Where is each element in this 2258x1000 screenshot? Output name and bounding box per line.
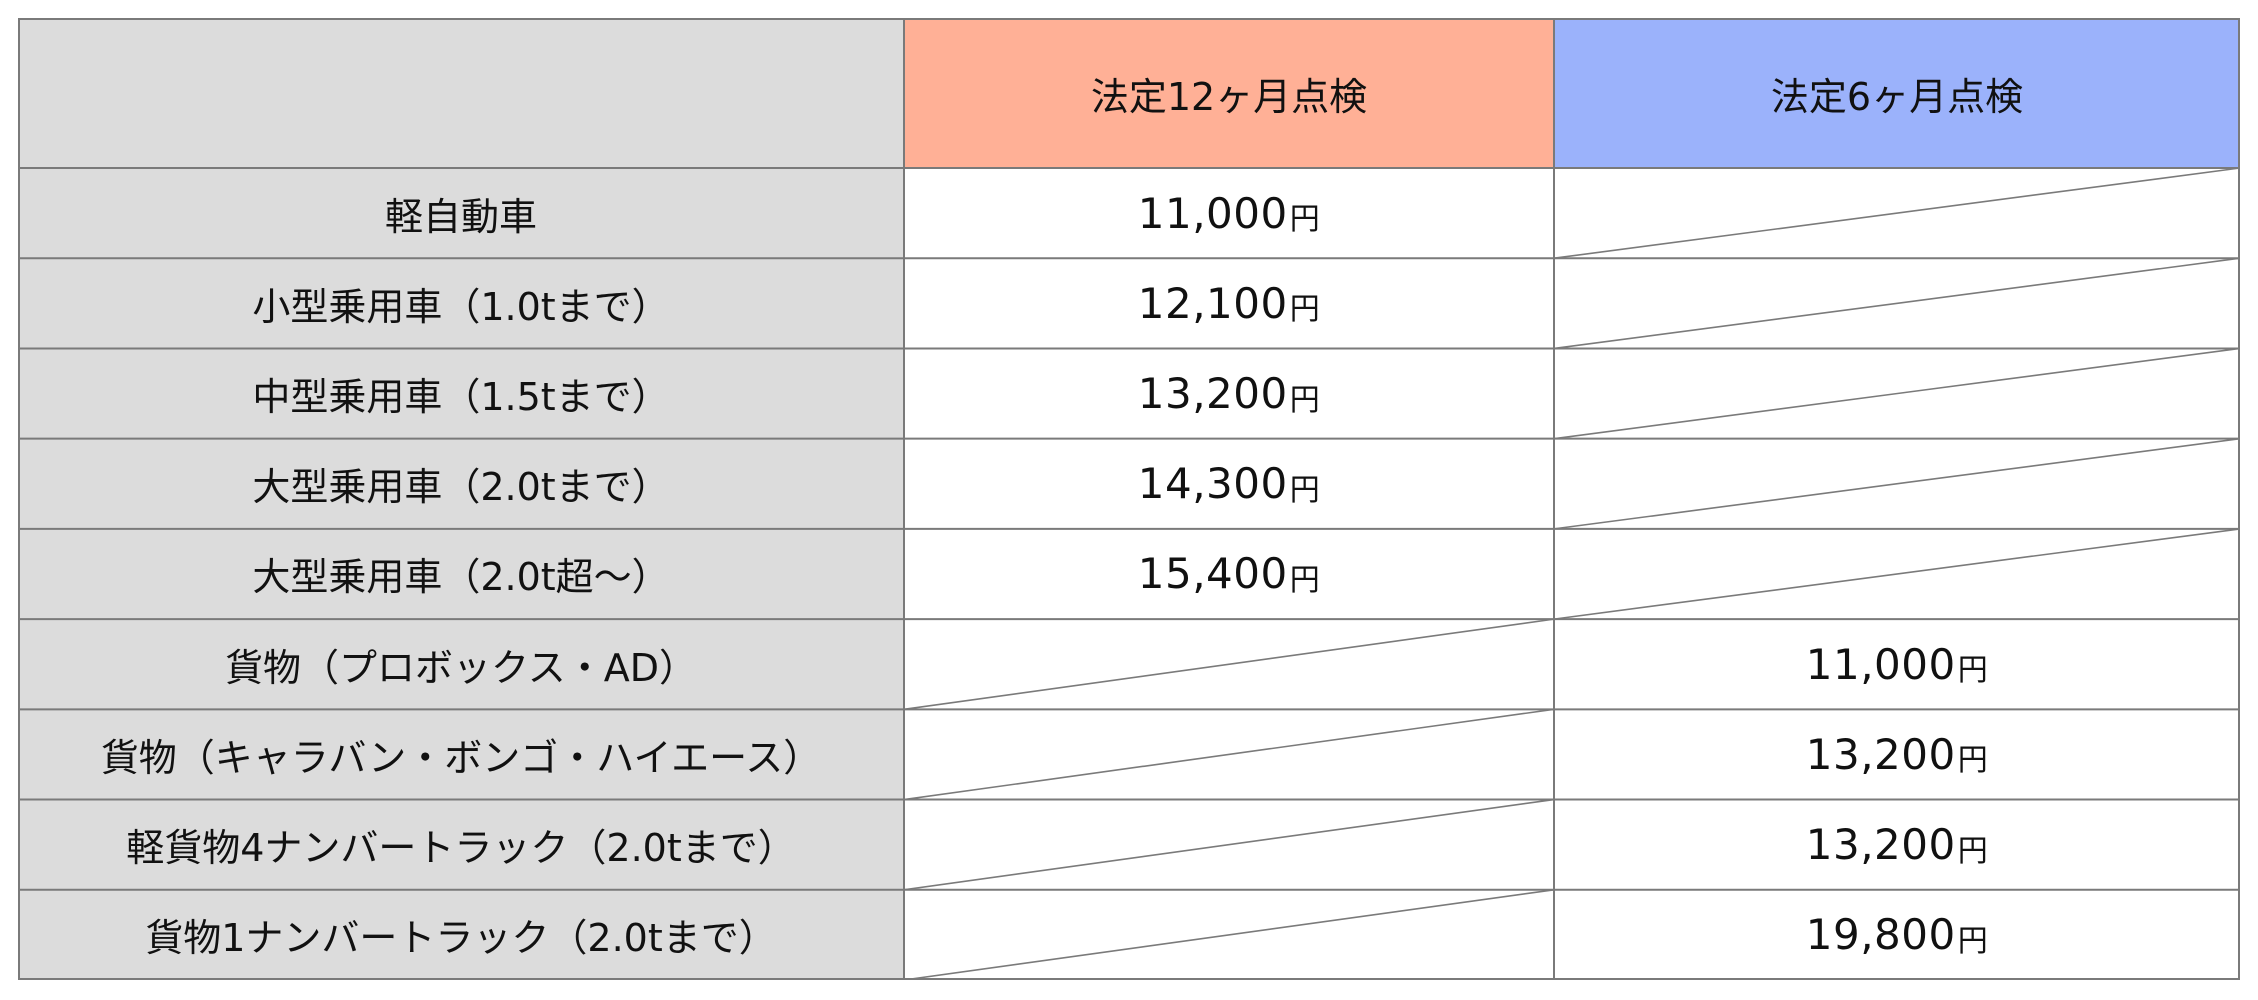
row-label: 中型乗用車（1.5tまで） xyxy=(18,348,904,439)
price-cell-6month: 13,200 円 xyxy=(1554,800,2240,890)
row-label: 軽貨物4ナンバートラック（2.0tまで） xyxy=(18,799,904,890)
price-value: 13,200 xyxy=(1137,369,1288,419)
header-12month-inspection: 法定12ヶ月点検 xyxy=(904,18,1554,168)
currency-yen: 円 xyxy=(1289,292,1321,328)
currency-yen: 円 xyxy=(1957,833,1989,869)
currency-yen: 円 xyxy=(1957,653,1989,689)
header-6month-inspection: 法定6ヶ月点検 xyxy=(1554,18,2240,168)
price-value: 11,000 xyxy=(1805,639,1956,689)
price-cell-12month: 13,200 円 xyxy=(904,348,1554,438)
price-cell-6month xyxy=(1554,348,2240,438)
currency-yen: 円 xyxy=(1289,202,1321,238)
price-cell-12month xyxy=(904,619,1554,709)
currency-yen: 円 xyxy=(1289,382,1321,418)
price-value: 15,400 xyxy=(1137,549,1288,599)
price-cell-6month xyxy=(1554,529,2240,619)
price-cell-12month xyxy=(904,800,1554,890)
price-value: 14,300 xyxy=(1137,459,1288,509)
row-label: 貨物（キャラバン・ボンゴ・ハイエース） xyxy=(18,709,904,800)
row-label: 貨物（プロボックス・AD） xyxy=(18,619,904,710)
row-label: 軽自動車 xyxy=(18,168,904,259)
price-value: 19,800 xyxy=(1805,910,1956,960)
row-label: 貨物1ナンバートラック（2.0tまで） xyxy=(18,889,904,980)
price-value: 12,100 xyxy=(1137,278,1288,328)
price-cell-12month: 11,000 円 xyxy=(904,168,1554,258)
price-cell-12month: 14,300 円 xyxy=(904,439,1554,529)
price-cell-6month xyxy=(1554,439,2240,529)
currency-yen: 円 xyxy=(1957,743,1989,779)
price-cell-12month: 15,400 円 xyxy=(904,529,1554,619)
currency-yen: 円 xyxy=(1957,923,1989,959)
row-label: 小型乗用車（1.0tまで） xyxy=(18,258,904,349)
currency-yen: 円 xyxy=(1289,562,1321,598)
currency-yen: 円 xyxy=(1289,472,1321,508)
inspection-price-table: 法定12ヶ月点検 法定6ヶ月点検 軽自動車 11,000 円小型乗用車（1.0tまで… xyxy=(18,18,2240,980)
header-empty-cell xyxy=(18,18,904,168)
price-cell-12month: 12,100 円 xyxy=(904,258,1554,348)
price-cell-6month xyxy=(1554,168,2240,258)
price-value: 11,000 xyxy=(1137,188,1288,238)
price-value: 13,200 xyxy=(1805,729,1956,779)
price-cell-12month xyxy=(904,890,1554,980)
row-label: 大型乗用車（2.0t超〜） xyxy=(18,528,904,620)
row-label: 大型乗用車（2.0tまで） xyxy=(18,438,904,529)
price-cell-12month xyxy=(904,709,1554,799)
price-value: 13,200 xyxy=(1805,820,1956,870)
price-cell-6month: 11,000 円 xyxy=(1554,619,2240,709)
price-cell-6month xyxy=(1554,258,2240,348)
price-cell-6month: 19,800 円 xyxy=(1554,890,2240,980)
price-cell-6month: 13,200 円 xyxy=(1554,709,2240,799)
